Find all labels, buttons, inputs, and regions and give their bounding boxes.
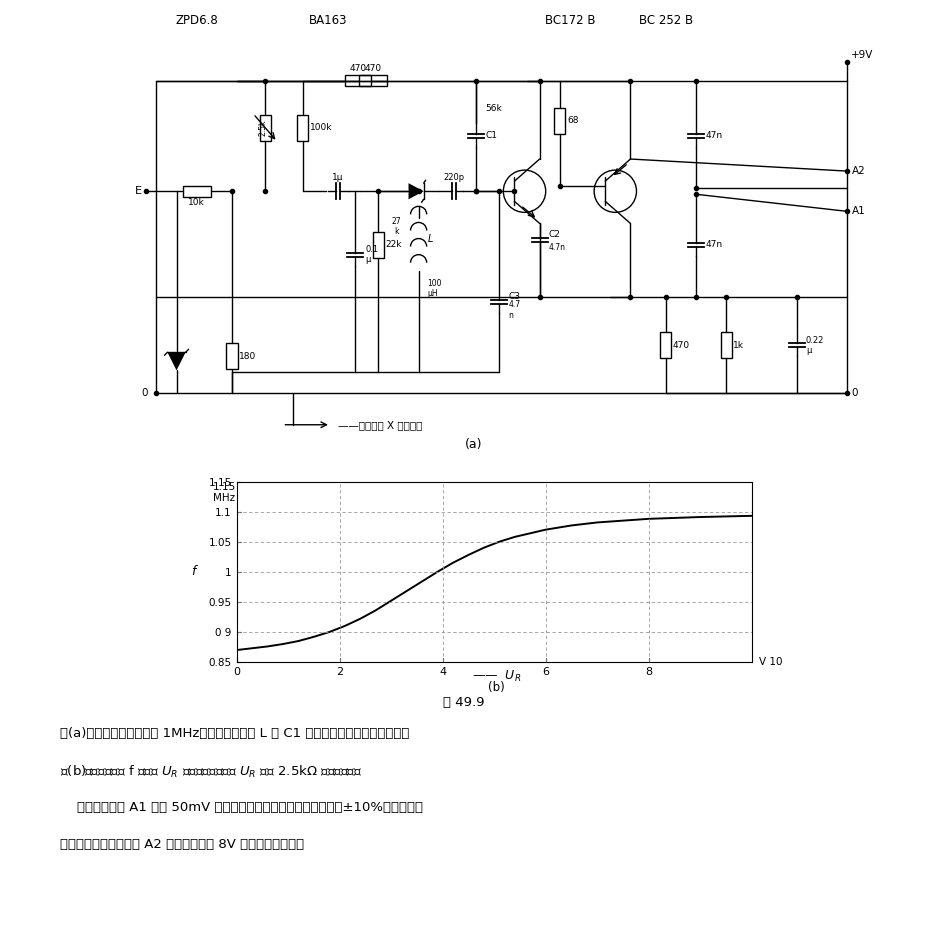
Text: V 10: V 10 — [758, 657, 782, 667]
Text: 图(b)示出中心频率 f 同电压 $U_R$ 的关系曲线，电压 $U_R$ 可由 2.5kΩ 电位器调整。: 图(b)示出中心频率 f 同电压 $U_R$ 的关系曲线，电压 $U_R$ 可由… — [60, 764, 362, 780]
Text: 0.1
μ: 0.1 μ — [364, 245, 378, 264]
Bar — [260, 115, 271, 141]
Text: ——至示波器 X 轴轴入端: ——至示波器 X 轴轴入端 — [337, 419, 422, 430]
Bar — [297, 115, 308, 141]
Text: 100
μH: 100 μH — [427, 279, 441, 298]
Text: 470: 470 — [364, 65, 381, 73]
Polygon shape — [167, 352, 185, 370]
Text: 图 49.9: 图 49.9 — [443, 696, 484, 709]
Text: E: E — [135, 186, 142, 196]
Text: f: f — [190, 565, 195, 579]
Bar — [373, 232, 384, 257]
Text: 0: 0 — [850, 388, 857, 397]
Text: 220p: 220p — [443, 173, 464, 182]
Text: C3: C3 — [508, 293, 520, 302]
Text: 4.7
n: 4.7 n — [508, 300, 520, 319]
Text: 图(a)电路中心频率调整为 1MHz，改变振荡回路 L 和 C1 的数值也可以改变中心频率。: 图(a)电路中心频率调整为 1MHz，改变振荡回路 L 和 C1 的数值也可以改… — [60, 727, 409, 740]
Bar — [226, 344, 237, 369]
Text: BC172 B: BC172 B — [544, 14, 594, 27]
Bar — [553, 107, 565, 134]
Text: 1μ: 1μ — [332, 173, 343, 182]
Text: 68: 68 — [566, 117, 578, 125]
Text: 1k: 1k — [732, 341, 743, 350]
Text: (a): (a) — [464, 438, 482, 451]
Text: A1: A1 — [851, 206, 865, 217]
Bar — [720, 332, 731, 358]
Text: 22k: 22k — [385, 240, 401, 249]
Text: 100k: 100k — [310, 123, 332, 132]
Text: 470: 470 — [349, 65, 366, 73]
Text: 10k: 10k — [188, 198, 205, 207]
Text: BC 252 B: BC 252 B — [638, 14, 692, 27]
Text: BA163: BA163 — [309, 14, 347, 27]
Text: ZPD6.8: ZPD6.8 — [175, 14, 218, 27]
Text: 2.5k: 2.5k — [259, 119, 268, 136]
Bar — [183, 186, 210, 196]
Bar — [359, 75, 387, 86]
Polygon shape — [408, 183, 424, 199]
Text: 180: 180 — [239, 352, 256, 361]
Text: C2: C2 — [548, 230, 560, 239]
Text: 47n: 47n — [705, 240, 721, 249]
Text: 470: 470 — [672, 341, 689, 350]
Text: 56k: 56k — [485, 105, 502, 113]
Bar — [659, 332, 670, 358]
Text: (b): (b) — [488, 681, 504, 694]
Text: 0.22
μ: 0.22 μ — [805, 335, 823, 355]
Text: 该电路输出端 A1 有约 50mV 有效值电压，为以中心频率为基频在±10%范围内产生: 该电路输出端 A1 有约 50mV 有效值电压，为以中心频率为基频在±10%范围… — [60, 801, 423, 814]
Text: 47n: 47n — [705, 131, 721, 141]
Text: 1.15
MHz: 1.15 MHz — [212, 482, 235, 503]
Text: 4.7n: 4.7n — [548, 244, 565, 252]
Text: A2: A2 — [851, 166, 865, 176]
Text: C1: C1 — [485, 131, 497, 141]
Text: +9V: +9V — [850, 50, 873, 60]
Text: 27
k: 27 k — [391, 217, 400, 236]
Text: L: L — [427, 233, 433, 244]
Text: 摆频调制信号。输出端 A2 输出幅值约为 8V 的同频方波电压。: 摆频调制信号。输出端 A2 输出幅值约为 8V 的同频方波电压。 — [60, 838, 304, 851]
Text: 0: 0 — [142, 388, 148, 397]
Text: ——  $U_R$: —— $U_R$ — [471, 669, 521, 683]
Bar — [345, 75, 371, 86]
